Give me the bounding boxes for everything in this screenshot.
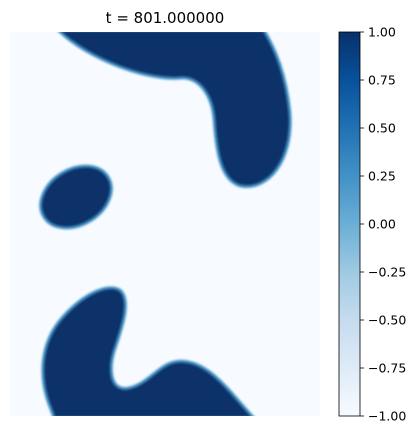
- colorbar-tick-label: −0.75: [368, 361, 406, 376]
- colorbar-tick-label: 1.00: [368, 25, 396, 40]
- colorbar-tick-label: 0.75: [368, 73, 396, 88]
- domain-bottom-left-blob: [41, 286, 254, 416]
- colorbar-tick-label: −0.50: [368, 313, 406, 328]
- colorbar: 1.00 0.75 0.50 0.25 0.00 −0.25 −0.50 −0.75 −1.00: [338, 25, 406, 424]
- heatmap-plot-area: [10, 32, 320, 416]
- domain-upper-right-blob: [58, 32, 292, 188]
- colorbar-tick-label: 0.50: [368, 121, 396, 136]
- domain-small-left-ellipse: [39, 164, 113, 230]
- colorbar-tick-label: −1.00: [368, 409, 406, 424]
- colorbar-ticks: 1.00 0.75 0.50 0.25 0.00 −0.25 −0.50 −0.75 −1.00: [360, 25, 406, 424]
- colorbar-tick-label: −0.25: [368, 265, 406, 280]
- colorbar-tick-label: 0.25: [368, 169, 396, 184]
- colorbar-tick-label: 0.00: [368, 217, 396, 232]
- chart-title: t = 801.000000: [106, 9, 225, 27]
- colorbar-gradient: [338, 31, 361, 417]
- heatmap-domains: [39, 32, 292, 416]
